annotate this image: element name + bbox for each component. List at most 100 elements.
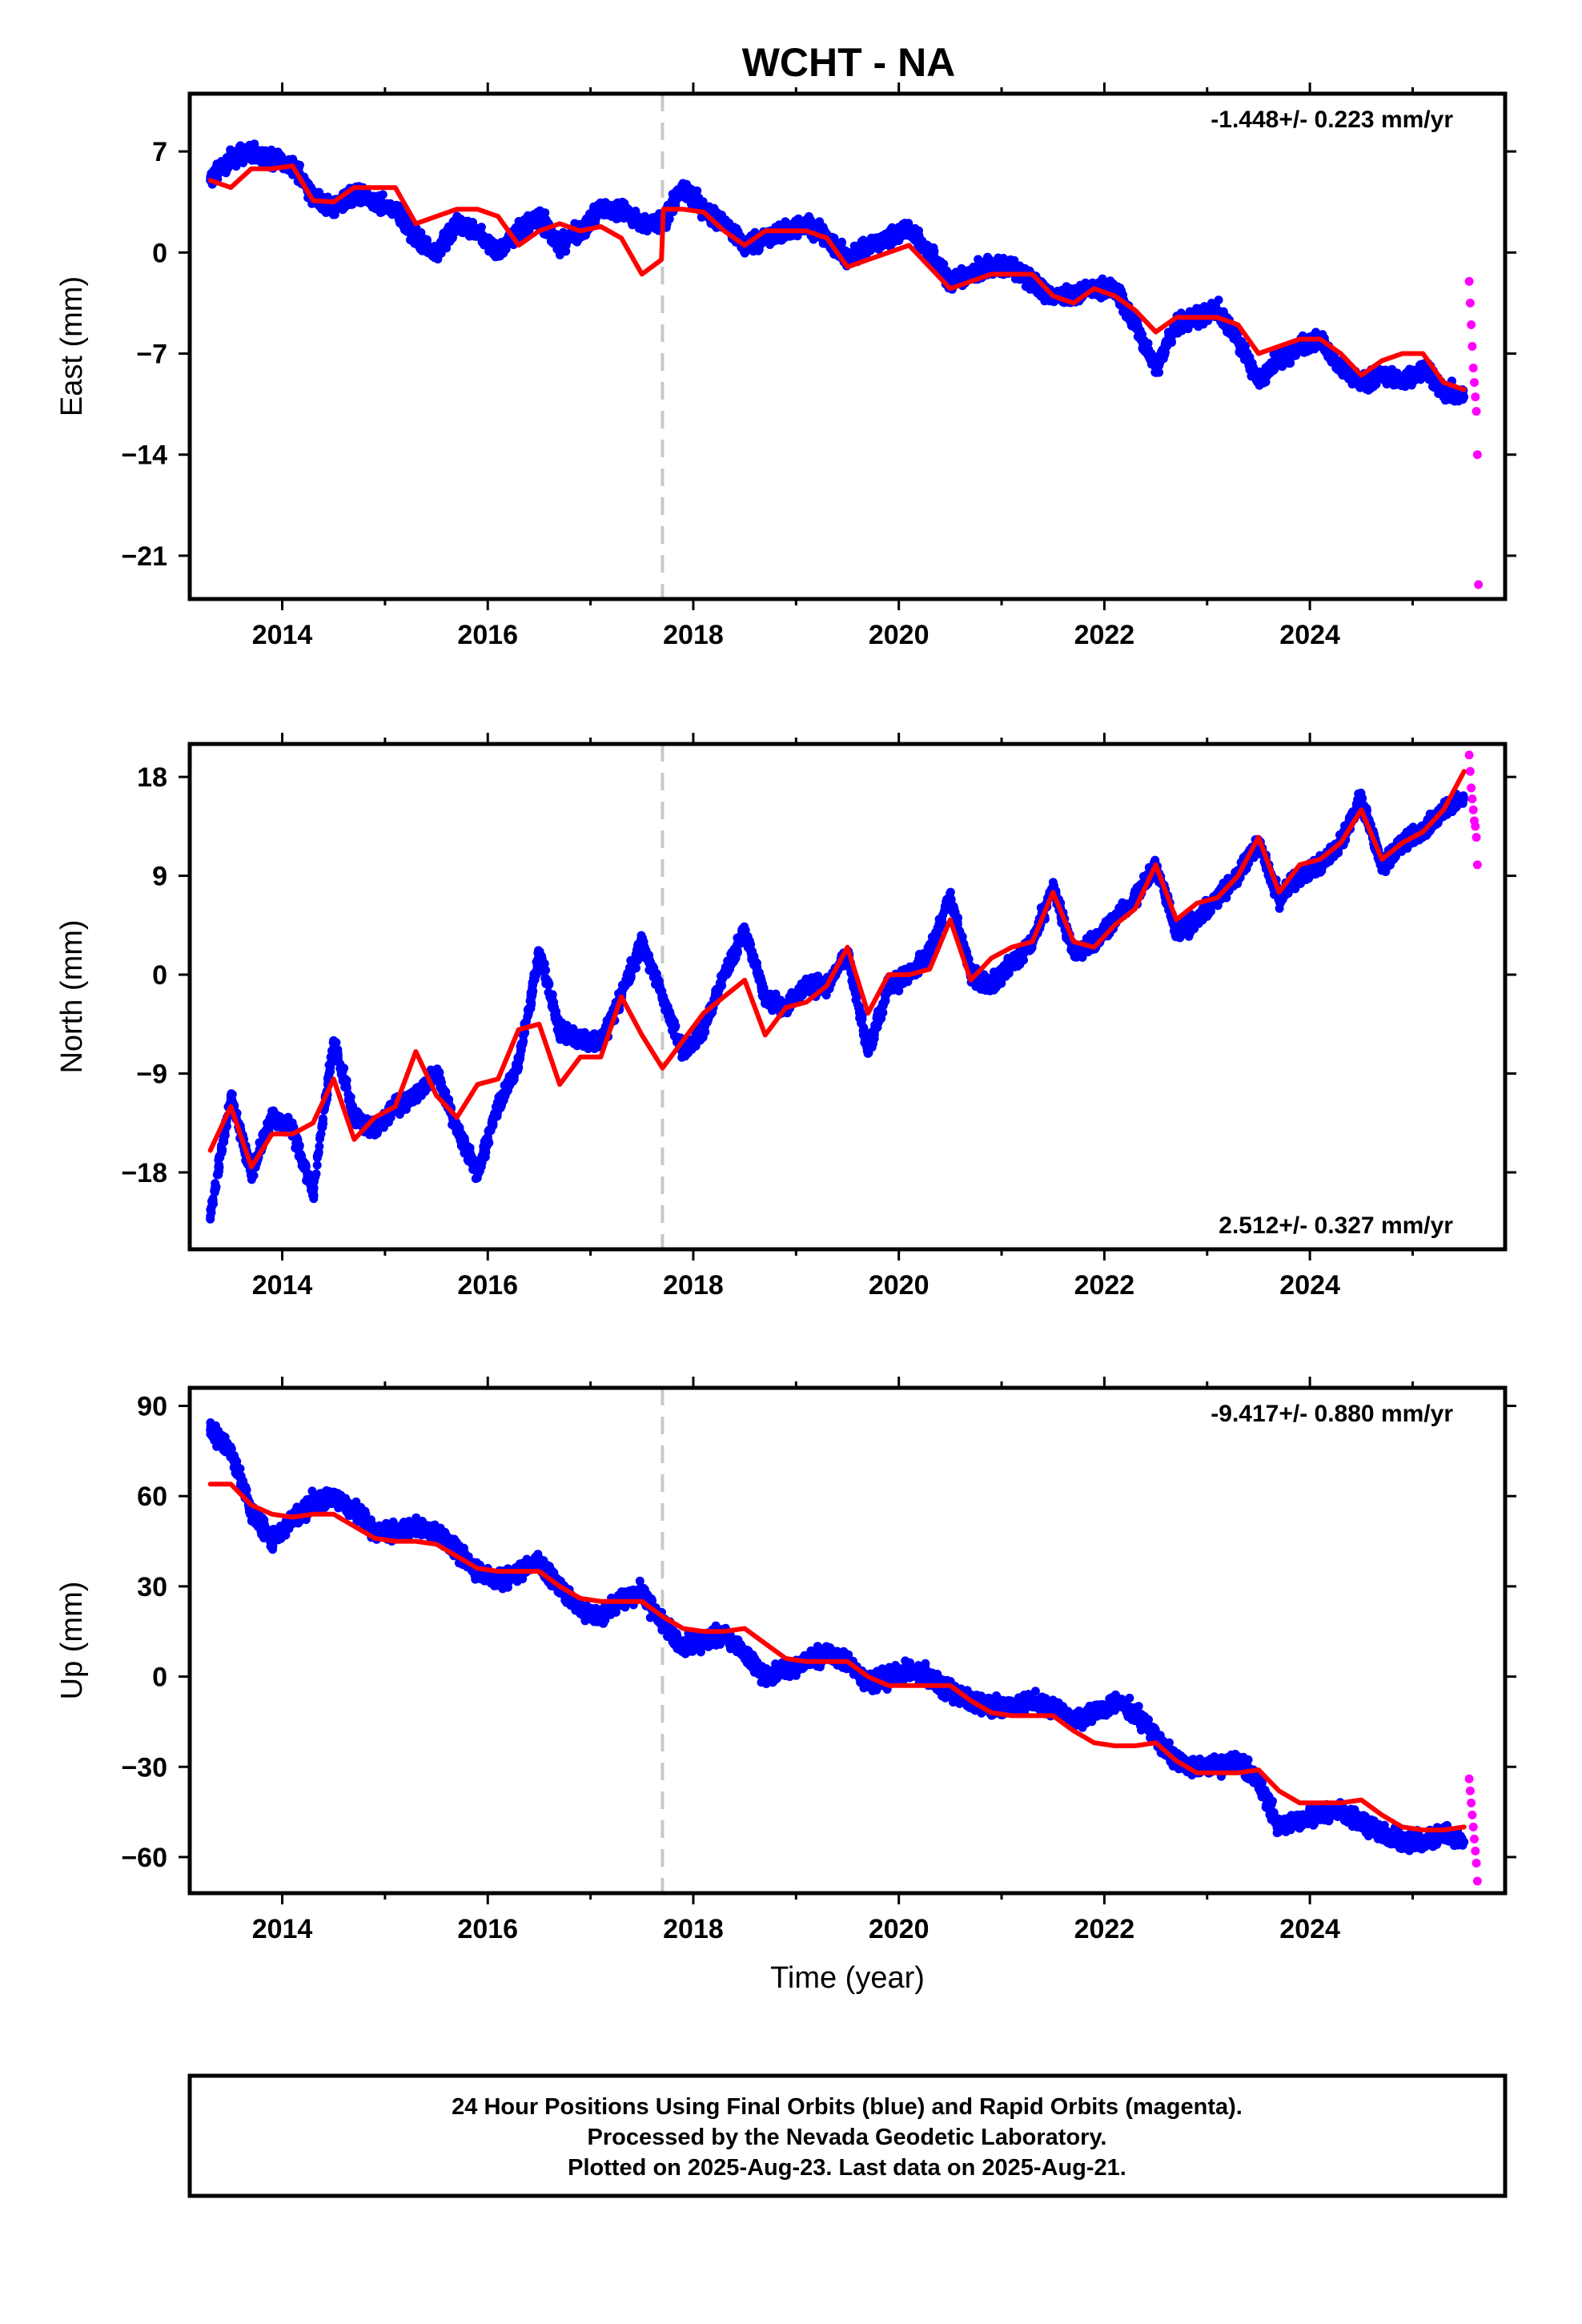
data-point bbox=[892, 232, 901, 242]
data-point bbox=[863, 243, 873, 252]
data-point bbox=[562, 238, 572, 247]
rapid-point bbox=[1469, 378, 1479, 388]
data-point bbox=[1010, 263, 1020, 272]
data-point bbox=[1138, 340, 1148, 349]
rapid-point bbox=[1472, 407, 1481, 416]
data-point bbox=[1163, 328, 1173, 337]
data-point bbox=[288, 155, 298, 164]
data-point bbox=[1302, 347, 1311, 356]
data-point bbox=[277, 151, 286, 161]
data-point bbox=[1154, 357, 1163, 367]
data-point bbox=[466, 226, 476, 235]
data-point bbox=[436, 239, 446, 249]
data-point bbox=[667, 197, 677, 207]
data-point bbox=[1240, 344, 1250, 353]
data-point bbox=[351, 194, 360, 203]
data-point bbox=[871, 238, 881, 247]
data-point bbox=[597, 207, 607, 217]
y-tick-label: 0 bbox=[152, 238, 167, 268]
data-point bbox=[1164, 337, 1174, 347]
data-point bbox=[650, 223, 659, 232]
data-point bbox=[1424, 371, 1434, 380]
data-point bbox=[909, 228, 919, 238]
data-point bbox=[916, 235, 926, 244]
data-point bbox=[1262, 368, 1271, 378]
data-point bbox=[351, 1116, 361, 1126]
data-point bbox=[335, 1063, 345, 1073]
data-point bbox=[549, 234, 558, 243]
data-point bbox=[311, 1172, 320, 1181]
data-point bbox=[643, 217, 652, 227]
data-point bbox=[421, 243, 431, 252]
data-point bbox=[227, 147, 236, 157]
data-point bbox=[267, 1114, 277, 1124]
data-point bbox=[207, 1196, 216, 1206]
data-point bbox=[1383, 374, 1393, 384]
data-point bbox=[396, 204, 405, 214]
data-point bbox=[521, 219, 531, 229]
data-point bbox=[1347, 380, 1357, 389]
data-point bbox=[476, 223, 486, 232]
final-orbits-series bbox=[206, 139, 1469, 406]
rapid-point bbox=[1467, 320, 1476, 329]
data-point bbox=[207, 1208, 216, 1217]
data-point bbox=[1275, 356, 1284, 366]
data-point bbox=[561, 247, 571, 256]
data-point bbox=[1405, 379, 1415, 388]
y-tick-label: 7 bbox=[152, 137, 167, 167]
data-point bbox=[317, 1123, 327, 1132]
data-point bbox=[210, 1186, 219, 1196]
data-point bbox=[214, 1161, 223, 1171]
data-point bbox=[439, 228, 448, 238]
data-point bbox=[341, 200, 351, 209]
data-point bbox=[494, 245, 504, 255]
rapid-point bbox=[1465, 298, 1475, 308]
x-tick-label: 2016 bbox=[457, 620, 518, 650]
data-point bbox=[312, 1160, 322, 1170]
x-tick-label: 2024 bbox=[1279, 620, 1340, 650]
data-point bbox=[333, 204, 343, 214]
data-point bbox=[618, 199, 628, 209]
data-point bbox=[968, 267, 978, 277]
data-point bbox=[376, 202, 386, 211]
rapid-point bbox=[1471, 392, 1480, 402]
data-point bbox=[950, 274, 960, 283]
data-point bbox=[313, 1149, 323, 1159]
data-point bbox=[926, 248, 936, 258]
data-point bbox=[457, 216, 467, 226]
data-point bbox=[519, 228, 528, 238]
data-point bbox=[680, 187, 689, 196]
rapid-orbits-series bbox=[1464, 276, 1484, 589]
data-point bbox=[217, 1148, 227, 1158]
data-point bbox=[309, 1194, 319, 1204]
data-point bbox=[1255, 380, 1264, 390]
data-point bbox=[414, 232, 424, 242]
data-point bbox=[699, 200, 709, 210]
data-point bbox=[394, 215, 404, 224]
data-point bbox=[1158, 345, 1168, 355]
y-tick-label: −7 bbox=[136, 340, 167, 370]
data-point bbox=[1175, 319, 1185, 328]
data-point bbox=[234, 150, 243, 159]
y-tick-label: −21 bbox=[121, 541, 167, 572]
final-orbits-series bbox=[206, 788, 1469, 1224]
data-point bbox=[740, 248, 749, 258]
data-point bbox=[612, 211, 622, 221]
data-point bbox=[342, 1082, 351, 1092]
data-point bbox=[456, 225, 466, 235]
data-point bbox=[319, 204, 329, 214]
data-point bbox=[1431, 381, 1440, 391]
x-tick-label: 2014 bbox=[252, 620, 313, 650]
rate-annotation: -1.448+/- 0.223 mm/yr bbox=[1211, 107, 1453, 133]
data-point bbox=[1214, 296, 1223, 305]
data-point bbox=[1447, 392, 1456, 401]
data-point bbox=[292, 1140, 302, 1150]
data-point bbox=[295, 1149, 305, 1159]
data-point bbox=[215, 166, 224, 175]
rapid-point bbox=[1468, 342, 1477, 351]
data-point bbox=[1132, 322, 1142, 332]
data-point bbox=[333, 1054, 343, 1063]
data-point bbox=[1402, 370, 1411, 380]
data-point bbox=[363, 188, 372, 198]
